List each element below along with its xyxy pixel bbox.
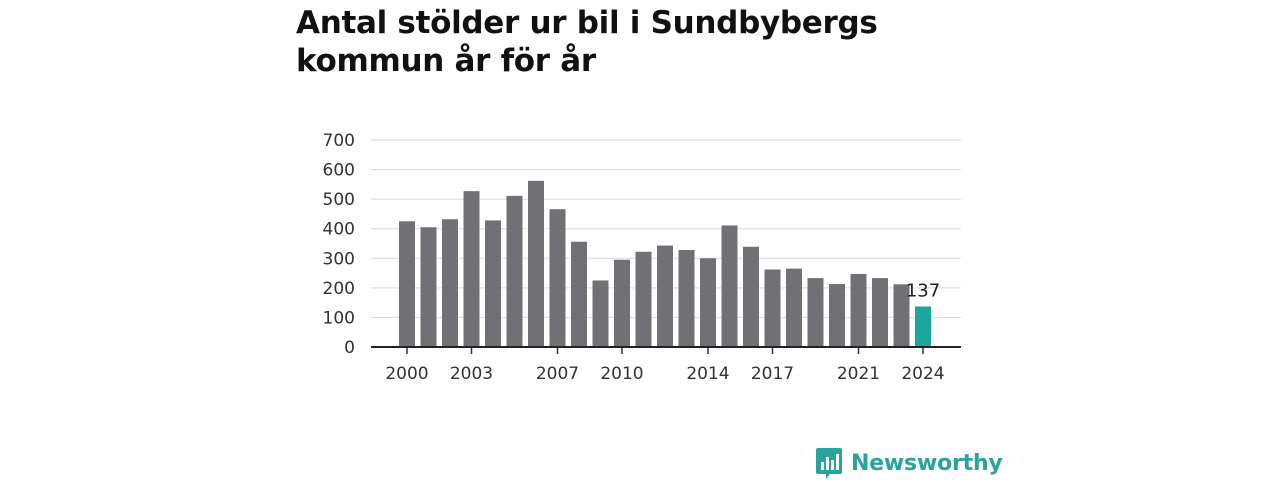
- bar-2014: [700, 258, 716, 347]
- y-tick-label: 500: [323, 190, 355, 210]
- chart-title: Antal stölder ur bil i Sundbybergs kommu…: [296, 5, 878, 79]
- x-tick-label: 2021: [837, 364, 880, 384]
- bar-2008: [571, 241, 587, 347]
- x-tick-label: 2024: [901, 364, 944, 384]
- x-tick-label: 2003: [450, 364, 493, 384]
- bar-2021: [850, 273, 867, 347]
- x-axis-ticks: 2000 2003 2007 2010 2014 2017 2021 2024: [385, 347, 945, 384]
- bar-2018: [786, 268, 802, 347]
- brand-logo: Newsworthy: [815, 446, 1003, 480]
- bar-2012: [657, 245, 673, 347]
- x-tick-label: 2000: [385, 364, 428, 384]
- bar-2009: [592, 280, 609, 347]
- bar-chart-speech-bubble-icon: [816, 448, 842, 479]
- bar-2015: [721, 225, 738, 347]
- x-tick-label: 2010: [600, 364, 643, 384]
- data-label-2024: 137: [906, 280, 940, 301]
- bar-2003: [463, 191, 480, 347]
- bar-2011: [635, 251, 652, 347]
- bar-2001: [420, 227, 437, 347]
- bar-2007: [549, 209, 566, 347]
- bar-2010: [614, 259, 630, 347]
- bar-2023: [893, 284, 910, 347]
- bar-2017: [764, 269, 781, 347]
- y-axis-ticks: 0 100 200 300 400 500 600 700: [323, 131, 355, 358]
- y-tick-label: 600: [323, 161, 355, 181]
- x-tick-label: 2014: [686, 364, 729, 384]
- bar-2004: [485, 220, 501, 347]
- y-tick-label: 0: [344, 338, 355, 358]
- brand-name: Newsworthy: [851, 450, 1003, 476]
- bar-2002: [442, 219, 458, 347]
- bar-2006: [528, 180, 544, 347]
- bar-2013: [678, 250, 695, 347]
- bars: [399, 180, 931, 347]
- x-tick-label: 2017: [751, 364, 794, 384]
- bar-2020: [829, 284, 845, 347]
- bar-2024: [915, 306, 931, 347]
- y-tick-label: 700: [323, 131, 355, 151]
- bar-2016: [743, 246, 759, 347]
- bar-2022: [872, 278, 888, 347]
- bar-2019: [807, 278, 824, 347]
- y-tick-label: 100: [323, 308, 355, 328]
- bar-2000: [399, 221, 415, 347]
- bar-2005: [506, 195, 523, 347]
- x-tick-label: 2007: [536, 364, 579, 384]
- y-tick-label: 300: [323, 249, 355, 269]
- data-labels: 137: [906, 280, 940, 301]
- y-tick-label: 200: [323, 279, 355, 299]
- y-tick-label: 400: [323, 220, 355, 240]
